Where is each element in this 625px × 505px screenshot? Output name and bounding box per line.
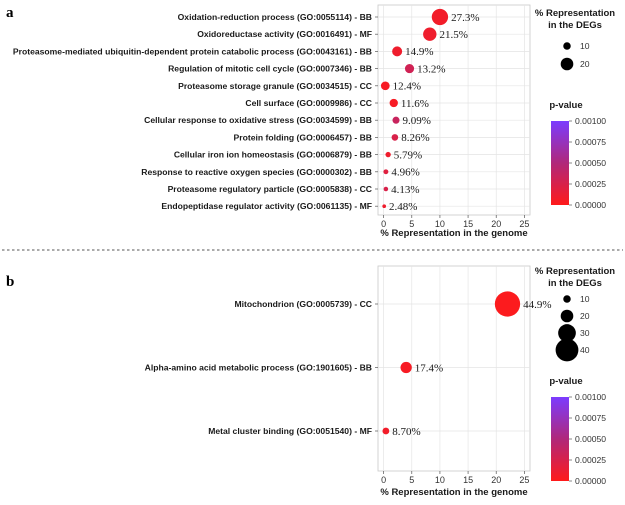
data-point <box>382 204 387 209</box>
size-legend-marker <box>555 338 579 362</box>
x-tick-label: 25 <box>519 475 529 485</box>
data-label: 14.9% <box>405 46 433 58</box>
colorbar-tick-label: 0.00075 <box>575 137 606 147</box>
data-point <box>383 169 389 175</box>
category-label: Cellular iron ion homeostasis (GO:000687… <box>174 150 372 160</box>
x-tick-label: 5 <box>409 475 414 485</box>
x-tick-label: 0 <box>381 219 386 229</box>
data-label: 12.4% <box>393 81 421 93</box>
panel-a-x-axis-title: % Representation in the genome <box>380 228 527 239</box>
panel-a-plot-frame <box>377 4 531 216</box>
panel-b-colorbar <box>551 397 569 481</box>
data-label: 8.70% <box>392 426 420 438</box>
panel-b-color-legend-title: p-value <box>549 376 582 387</box>
panel-b-size-legend-title-1: % Representation <box>535 266 615 277</box>
data-label: 8.26% <box>401 132 429 144</box>
data-label: 4.96% <box>391 167 419 179</box>
x-tick-label: 15 <box>463 219 473 229</box>
data-point <box>382 427 390 435</box>
size-legend-label: 20 <box>580 59 590 69</box>
panel-a-size-legend-title-2: in the DEGs <box>548 20 602 31</box>
data-label: 11.6% <box>401 98 429 110</box>
panel-b-color-legend: p-value 0.00100 0.00075 0.00050 0.00025 0.00… <box>549 376 606 486</box>
data-point <box>494 291 521 317</box>
data-point <box>400 361 412 374</box>
size-legend-marker <box>560 309 574 323</box>
colorbar-tick-label: 0.00025 <box>575 455 606 465</box>
data-point <box>383 186 389 192</box>
colorbar-tick-label: 0.00050 <box>575 434 606 444</box>
data-label: 13.2% <box>417 63 445 75</box>
data-label: 2.48% <box>389 201 417 213</box>
category-label: Cellular response to oxidative stress (G… <box>144 115 372 125</box>
colorbar-tick-label: 0.00050 <box>575 158 606 168</box>
size-legend-label: 40 <box>580 345 590 355</box>
panel-a-plot: 0 5 10 15 20 25 Oxidation-reduction process (G… <box>13 4 531 239</box>
size-legend-label: 20 <box>580 311 590 321</box>
panel-b-size-legend: % Representation in the DEGs 10 20 30 40 <box>535 266 615 362</box>
x-tick-label: 10 <box>435 475 445 485</box>
category-label: Cell surface (GO:0009986) - CC <box>245 98 372 108</box>
data-label: 9.09% <box>403 115 431 127</box>
x-tick-label: 20 <box>491 475 501 485</box>
data-point <box>392 46 403 57</box>
category-label: Regulation of mitotic cell cycle (GO:000… <box>168 64 372 74</box>
data-point <box>431 8 449 26</box>
colorbar-tick-label: 0.00100 <box>575 116 606 126</box>
data-label: 21.5% <box>439 29 467 41</box>
panel-a-size-legend-title-1: % Representation <box>535 8 615 19</box>
panel-a-colorbar <box>551 121 569 205</box>
colorbar-tick-label: 0.00075 <box>575 413 606 423</box>
category-label: Proteasome regulatory particle (GO:00058… <box>168 184 372 194</box>
panel-b-plot: 0 5 10 15 20 25 Mitochondrion (GO:0005739) - C… <box>145 265 552 498</box>
category-label: Oxidation-reduction process (GO:0055114)… <box>178 12 372 22</box>
category-label: Protein folding (GO:0006457) - BB <box>234 132 372 142</box>
panel-a-color-legend: p-value 0.00100 0.00075 0.00050 0.00025 0.00… <box>549 100 606 210</box>
data-label: 5.79% <box>394 149 422 161</box>
data-label: 17.4% <box>415 362 443 374</box>
colorbar-tick-label: 0.00000 <box>575 200 606 210</box>
data-point <box>392 116 400 124</box>
size-legend-marker <box>560 57 574 71</box>
data-point <box>380 81 390 91</box>
size-legend-marker <box>563 42 571 50</box>
panel-b-letter: b <box>6 274 14 290</box>
category-label: Proteasome storage granule (GO:0034515) … <box>178 81 372 91</box>
x-tick-label: 5 <box>409 219 414 229</box>
data-point <box>385 151 391 158</box>
data-point <box>404 64 415 74</box>
category-label: Mitochondrion (GO:0005739) - CC <box>234 299 372 309</box>
data-label: 4.13% <box>391 184 419 196</box>
size-legend-label: 30 <box>580 328 590 338</box>
panel-a-color-legend-title: p-value <box>549 100 582 111</box>
size-legend-label: 10 <box>580 294 590 304</box>
panel-a-letter: a <box>6 5 14 21</box>
x-tick-label: 15 <box>463 475 473 485</box>
size-legend-marker <box>558 324 576 342</box>
data-point <box>389 98 398 108</box>
category-label: Alpha-amino acid metabolic process (GO:1… <box>145 363 372 373</box>
colorbar-tick-label: 0.00000 <box>575 476 606 486</box>
colorbar-tick-label: 0.00100 <box>575 392 606 402</box>
x-tick-label: 10 <box>435 219 445 229</box>
category-label: Proteasome-mediated ubiquitin-dependent … <box>13 46 372 56</box>
x-tick-label: 25 <box>519 219 529 229</box>
data-label: 44.9% <box>523 299 551 311</box>
category-label: Oxidoreductase activity (GO:0016491) - M… <box>197 29 372 39</box>
size-legend-marker <box>563 295 571 303</box>
category-label: Metal cluster binding (GO:0051540) - MF <box>208 426 372 436</box>
x-tick-label: 0 <box>381 475 386 485</box>
x-tick-label: 20 <box>491 219 501 229</box>
category-label: Endopeptidase regulator activity (GO:006… <box>161 201 372 211</box>
category-label: Response to reactive oxygen species (GO:… <box>141 167 372 177</box>
data-label: 27.3% <box>451 12 479 24</box>
data-point <box>391 134 399 141</box>
size-legend-label: 10 <box>580 41 590 51</box>
data-point <box>423 27 437 41</box>
panel-b-x-axis-title: % Representation in the genome <box>380 487 527 498</box>
panel-b-size-legend-title-2: in the DEGs <box>548 278 602 289</box>
colorbar-tick-label: 0.00025 <box>575 179 606 189</box>
panel-a-size-legend: % Representation in the DEGs 10 20 <box>535 8 615 71</box>
